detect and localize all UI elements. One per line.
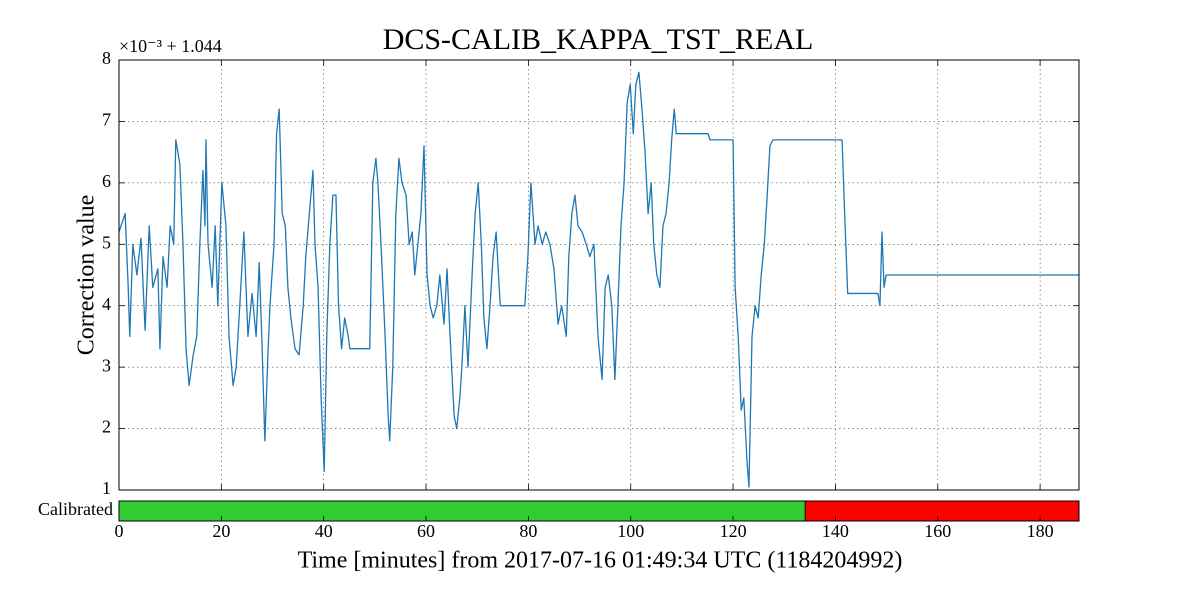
x-tick-label: 40 (315, 521, 333, 541)
plot-frame (118, 59, 1080, 491)
x-tick-label: 20 (212, 521, 230, 541)
y-tick-label: 4 (102, 294, 111, 314)
state-segment (118, 500, 806, 522)
x-tick-label: 140 (822, 521, 849, 541)
axis-offset-label: ×10⁻³ + 1.044 (119, 36, 222, 56)
x-tick-label: 0 (115, 521, 124, 541)
y-tick-label: 1 (102, 478, 111, 498)
y-tick-label: 8 (102, 48, 111, 68)
x-tick-label: 160 (924, 521, 951, 541)
y-tick-label: 7 (102, 110, 111, 130)
y-tick-label: 2 (102, 417, 111, 437)
x-axis-label: Time [minutes] from 2017-07-16 01:49:34 … (298, 548, 903, 574)
state-bar-label: Calibrated (38, 499, 113, 519)
state-bar-frame (118, 500, 1080, 522)
x-tick-label: 180 (1027, 521, 1054, 541)
chart-title: DCS-CALIB_KAPPA_TST_REAL (383, 23, 814, 56)
data-line (118, 71, 1079, 488)
y-tick-label: 5 (102, 232, 111, 252)
y-axis-label: Correction value (74, 195, 100, 356)
x-tick-label: 100 (617, 521, 644, 541)
state-segment (804, 500, 1080, 522)
x-tick-label: 60 (417, 521, 435, 541)
y-tick-label: 3 (102, 355, 111, 375)
x-tick-label: 80 (519, 521, 537, 541)
y-tick-label: 6 (102, 171, 111, 191)
x-tick-label: 120 (720, 521, 747, 541)
